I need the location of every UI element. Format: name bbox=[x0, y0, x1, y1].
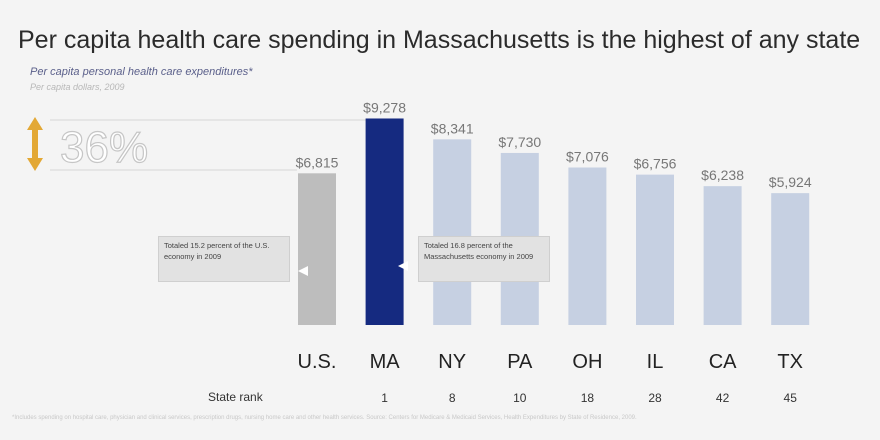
value-label-il: $6,756 bbox=[634, 156, 677, 172]
value-label-tx: $5,924 bbox=[769, 174, 812, 190]
rank-value-tx: 45 bbox=[784, 391, 798, 405]
difference-percent: 36% bbox=[60, 123, 148, 172]
rank-value-ca: 42 bbox=[716, 391, 730, 405]
rank-value-ny: 8 bbox=[449, 391, 456, 405]
us-callout-pointer bbox=[298, 266, 308, 276]
value-label-ma: $9,278 bbox=[363, 99, 406, 115]
value-label-oh: $7,076 bbox=[566, 149, 609, 165]
category-label-oh: OH bbox=[572, 351, 602, 373]
rank-value-il: 28 bbox=[648, 391, 662, 405]
rank-value-oh: 18 bbox=[581, 391, 595, 405]
category-label-pa: PA bbox=[507, 351, 533, 373]
us-callout: Totaled 15.2 percent of the U.S. economy… bbox=[158, 236, 290, 282]
bar-oh bbox=[568, 167, 607, 325]
chart-subtitle: Per capita personal health care expendit… bbox=[30, 66, 253, 78]
ma-callout-pointer bbox=[398, 261, 408, 271]
bar-tx bbox=[771, 193, 810, 325]
bar-ca bbox=[703, 186, 742, 325]
category-label-ca: CA bbox=[709, 351, 737, 373]
footnote: *Includes spending on hospital care, phy… bbox=[12, 415, 637, 421]
arrow-up-down-icon bbox=[27, 117, 43, 171]
category-label-tx: TX bbox=[777, 351, 803, 373]
ma-callout: Totaled 16.8 percent of the Massachusett… bbox=[418, 236, 550, 282]
bar-us bbox=[298, 173, 336, 325]
category-label-ma: MA bbox=[370, 351, 401, 373]
bar-ny bbox=[433, 139, 472, 325]
value-label-pa: $7,730 bbox=[498, 134, 541, 150]
bar-il bbox=[636, 174, 674, 325]
state-rank-label: State rank bbox=[208, 390, 263, 404]
chart-title: Per capita health care spending in Massa… bbox=[18, 26, 861, 54]
category-label-ny: NY bbox=[438, 351, 466, 373]
category-label-us: U.S. bbox=[298, 351, 337, 373]
value-label-us: $6,815 bbox=[296, 154, 339, 170]
value-label-ny: $8,341 bbox=[431, 120, 474, 136]
rank-value-pa: 10 bbox=[513, 391, 527, 405]
value-label-ca: $6,238 bbox=[701, 167, 744, 183]
rank-value-ma: 1 bbox=[381, 391, 388, 405]
category-label-il: IL bbox=[647, 351, 664, 373]
chart-unit-note: Per capita dollars, 2009 bbox=[30, 82, 125, 92]
bar-ma bbox=[365, 118, 404, 325]
